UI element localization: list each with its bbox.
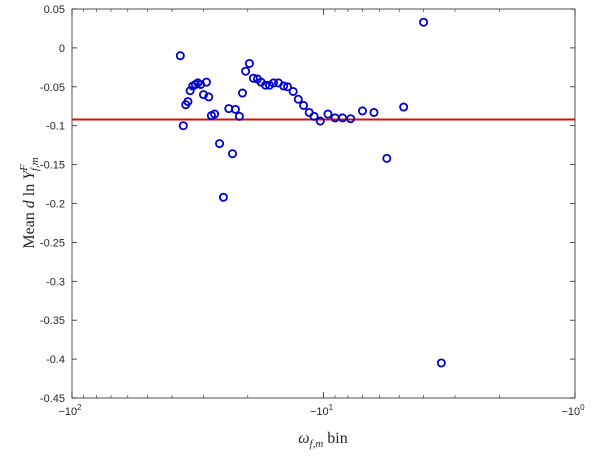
x-axis-ticks: −102 −101 −100 bbox=[58, 9, 585, 418]
data-point bbox=[382, 153, 392, 163]
data-point bbox=[183, 97, 193, 107]
y-axis-label: Mean d ln YFf,m bbox=[18, 157, 41, 248]
data-points bbox=[175, 17, 446, 368]
data-point bbox=[230, 104, 240, 114]
x-tick-label: −100 bbox=[561, 403, 585, 418]
x-tick-label: −101 bbox=[310, 403, 334, 418]
y-tick-label: -0.1 bbox=[46, 121, 65, 133]
data-point bbox=[419, 17, 429, 27]
plot-area bbox=[71, 8, 576, 399]
data-point bbox=[248, 73, 258, 83]
data-point bbox=[234, 111, 244, 121]
data-point bbox=[309, 111, 319, 121]
x-tick-label: −102 bbox=[58, 403, 82, 418]
y-tick-label: 0 bbox=[59, 43, 65, 55]
y-tick-label: -0.2 bbox=[46, 199, 65, 211]
y-tick-label: -0.25 bbox=[40, 237, 65, 249]
data-point bbox=[283, 82, 293, 92]
y-tick-label: -0.35 bbox=[40, 315, 65, 327]
data-point bbox=[175, 51, 185, 61]
data-point bbox=[204, 92, 214, 102]
data-point bbox=[199, 90, 209, 100]
data-point bbox=[293, 94, 303, 104]
data-point bbox=[436, 358, 446, 368]
data-point bbox=[237, 88, 247, 98]
data-point bbox=[279, 81, 289, 91]
y-tick-label: -0.15 bbox=[40, 160, 65, 172]
data-point bbox=[218, 192, 228, 202]
data-point bbox=[399, 102, 409, 112]
data-point bbox=[323, 109, 333, 119]
data-point bbox=[369, 107, 379, 117]
data-point bbox=[201, 77, 211, 87]
x-axis-label: ωf,m bin bbox=[298, 430, 348, 450]
y-tick-label: -0.3 bbox=[46, 276, 65, 288]
y-tick-label: -0.05 bbox=[40, 82, 65, 94]
data-point bbox=[178, 121, 188, 131]
data-point bbox=[299, 100, 309, 110]
data-point bbox=[215, 139, 225, 149]
data-point bbox=[261, 80, 271, 90]
y-tick-label: 0.05 bbox=[44, 4, 65, 16]
data-point bbox=[269, 78, 279, 88]
data-point bbox=[288, 86, 298, 96]
data-point bbox=[315, 116, 325, 126]
y-axis-ticks: 0.05 0 -0.05 -0.1 -0.15 -0.2 -0.25 -0.3 -0.35 -0.… bbox=[40, 4, 575, 405]
data-point bbox=[357, 106, 367, 116]
y-tick-label: -0.45 bbox=[40, 393, 65, 405]
data-point bbox=[346, 114, 356, 124]
data-point bbox=[228, 149, 238, 159]
y-tick-label: -0.4 bbox=[46, 354, 65, 366]
data-point bbox=[210, 109, 220, 119]
data-point bbox=[241, 66, 251, 76]
data-point bbox=[244, 58, 254, 68]
data-point bbox=[338, 113, 348, 123]
